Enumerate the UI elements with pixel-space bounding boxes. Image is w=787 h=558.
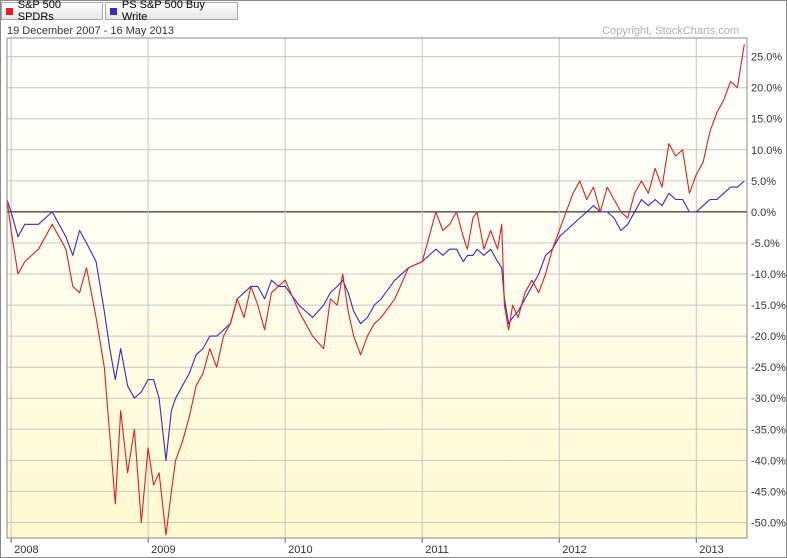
y-tick-label: -50.0% [751, 517, 786, 529]
series-line-buy-write [6, 180, 745, 461]
legend-swatch [110, 7, 117, 15]
copyright-label: Copyright, StockCharts.com [602, 25, 739, 37]
legend-tab-sp500-spdrs[interactable]: S&P 500 SPDRs [1, 0, 103, 23]
x-tick-label: 2011 [425, 544, 449, 556]
y-tick-label: 20.0% [751, 83, 782, 95]
legend-swatch [6, 7, 13, 15]
y-tick-label: -15.0% [751, 300, 786, 312]
x-tick-label: 2013 [699, 544, 723, 556]
x-tick-label: 2009 [151, 544, 175, 556]
y-tick-label: 0.0% [751, 207, 776, 219]
y-tick-label: 15.0% [751, 114, 782, 126]
x-tick-label: 2008 [14, 544, 38, 556]
legend-tab-buy-write[interactable]: PS S&P 500 Buy Write [105, 0, 238, 23]
date-range-label: 19 December 2007 - 16 May 2013 [7, 25, 174, 37]
plot-border [6, 37, 748, 539]
legend-label: PS S&P 500 Buy Write [121, 0, 205, 23]
y-tick-label: -35.0% [751, 424, 786, 436]
series-line-sp500-spdrs [6, 44, 745, 536]
legend-label: S&P 500 SPDRs [17, 0, 61, 23]
y-tick-label: -30.0% [751, 393, 786, 405]
x-tick-label: 2010 [288, 544, 312, 556]
x-tick-label: 2012 [562, 544, 586, 556]
y-tick-label: -20.0% [751, 331, 786, 343]
y-tick-label: -25.0% [751, 362, 786, 374]
y-tick-label: 10.0% [751, 145, 782, 157]
y-tick-label: -40.0% [751, 455, 786, 467]
y-tick-label: 25.0% [751, 52, 782, 64]
y-tick-label: -10.0% [751, 269, 786, 281]
y-tick-label: -45.0% [751, 486, 786, 498]
y-tick-label: -5.0% [751, 238, 780, 250]
y-tick-label: 5.0% [751, 176, 776, 188]
